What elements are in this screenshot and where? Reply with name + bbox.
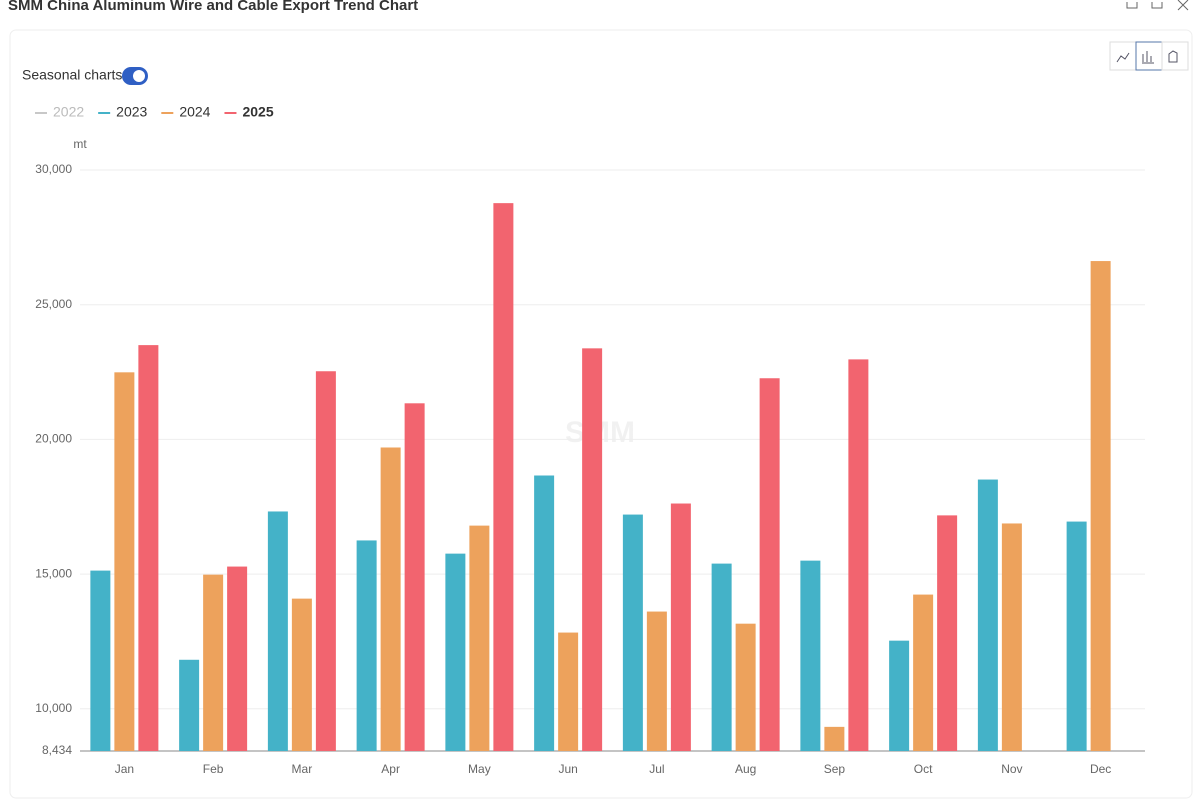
- legend-label[interactable]: 2024: [179, 104, 210, 120]
- panel: [9, 29, 1193, 799]
- bar: [646, 611, 667, 751]
- x-tick-label: Jun: [558, 762, 577, 776]
- x-tick-label: Oct: [914, 762, 933, 776]
- bar: [227, 566, 248, 751]
- bar: [848, 359, 869, 751]
- bar: [735, 623, 756, 751]
- x-tick-label: Jan: [115, 762, 134, 776]
- x-tick-label: Mar: [292, 762, 313, 776]
- y-tick-label: 15,000: [35, 566, 72, 580]
- x-tick-label: Dec: [1090, 762, 1111, 776]
- bar: [800, 560, 821, 751]
- x-tick-label: Jul: [649, 762, 664, 776]
- x-tick-label: Nov: [1001, 762, 1022, 776]
- bar: [179, 659, 200, 751]
- bar: [138, 345, 159, 751]
- bar: [1001, 523, 1022, 751]
- bar-button[interactable]: [1135, 41, 1163, 71]
- bar: [759, 378, 780, 751]
- bar: [582, 348, 603, 751]
- bar: [267, 511, 288, 751]
- bar: [114, 372, 135, 751]
- bar: [380, 447, 401, 751]
- window-icons[interactable]: [1126, 0, 1189, 11]
- legend-label[interactable]: 2023: [116, 104, 147, 120]
- bar: [1066, 521, 1087, 751]
- bar: [977, 479, 998, 751]
- bar: [824, 726, 845, 751]
- toolbar-icons[interactable]: [1126, 0, 1189, 11]
- toggle[interactable]: [122, 67, 148, 85]
- bar: [291, 598, 312, 751]
- area-button[interactable]: [1161, 41, 1189, 71]
- y-unit: mt: [73, 137, 87, 151]
- bar: [670, 503, 691, 751]
- bar: [90, 570, 111, 751]
- bar: [558, 632, 579, 751]
- legend-label[interactable]: 2025: [242, 104, 273, 120]
- toggle-label: Seasonal charts: [22, 67, 122, 83]
- bar: [445, 553, 466, 751]
- bar: [1090, 261, 1111, 751]
- bar: [356, 540, 377, 751]
- bar: [404, 403, 425, 751]
- x-tick-label: May: [468, 762, 491, 776]
- toggle-knob: [133, 70, 145, 82]
- legend-label[interactable]: 2022: [53, 104, 84, 120]
- y-tick-label: 10,000: [35, 701, 72, 715]
- x-tick-label: Apr: [381, 762, 400, 776]
- y-tick-label: 25,000: [35, 297, 72, 311]
- line-button[interactable]: [1109, 41, 1137, 71]
- bar: [913, 594, 934, 751]
- x-tick-label: Aug: [735, 762, 756, 776]
- chart-type-buttons[interactable]: [1109, 41, 1189, 71]
- y-tick-label: 8,434: [42, 743, 72, 757]
- y-tick-label: 20,000: [35, 432, 72, 446]
- bar: [315, 371, 336, 751]
- x-tick-label: Feb: [203, 762, 224, 776]
- bar: [493, 203, 514, 751]
- bar: [469, 525, 490, 751]
- bar: [534, 475, 555, 751]
- x-tick-label: Sep: [824, 762, 846, 776]
- button-icons: [1116, 50, 1178, 64]
- bar: [937, 515, 958, 751]
- bar: [203, 574, 224, 751]
- y-tick-label: 30,000: [35, 162, 72, 176]
- bar: [889, 640, 910, 751]
- bar: [711, 563, 732, 751]
- bar: [622, 514, 643, 751]
- chart-title: SMM China Aluminum Wire and Cable Export…: [8, 0, 418, 14]
